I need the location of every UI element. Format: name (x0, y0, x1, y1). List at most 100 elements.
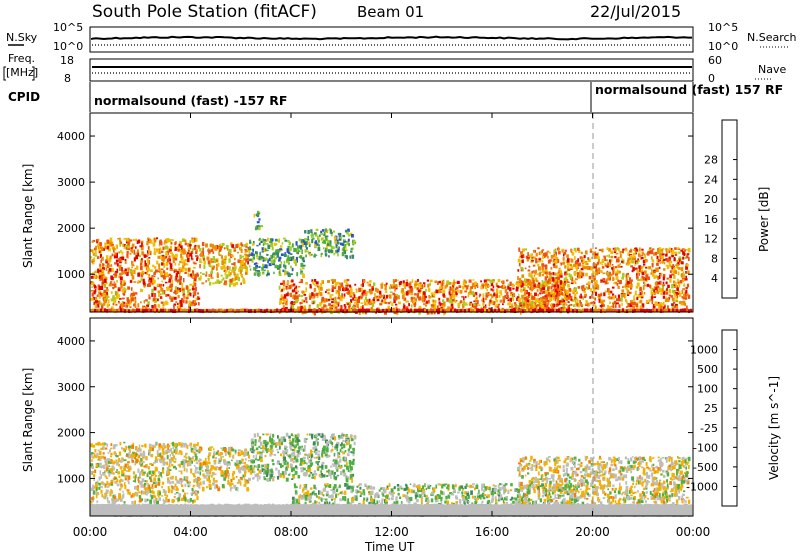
echo-cell (675, 264, 678, 266)
echo-cell (155, 456, 158, 461)
echo-cell (614, 281, 617, 285)
echo-cell (283, 294, 287, 299)
echo-cell (147, 267, 150, 272)
echo-cell (314, 308, 317, 313)
echo-cell (102, 279, 105, 283)
echo-cell (624, 284, 628, 288)
echo-cell (393, 285, 396, 289)
echo-cell (119, 256, 122, 259)
echo-cell (110, 490, 113, 494)
echo-cell (574, 256, 576, 260)
echo-cell (600, 309, 603, 313)
echo-cell (135, 459, 139, 464)
echo-cell (146, 487, 150, 492)
echo-cell (594, 291, 597, 296)
echo-cell (300, 251, 303, 253)
echo-cell (580, 268, 584, 271)
echo-cell (142, 450, 145, 453)
echo-cell (102, 472, 106, 476)
echo-cell (127, 248, 130, 251)
echo-cell (91, 282, 94, 286)
echo-cell (119, 441, 122, 446)
echo-cell (585, 286, 588, 289)
echo-cell (545, 297, 549, 300)
echo-cell (108, 482, 111, 487)
echo-cell (138, 480, 141, 484)
echo-cell (304, 230, 307, 232)
echo-cell (365, 303, 368, 306)
echo-cell (94, 301, 98, 305)
beam-label: Beam 01 (357, 3, 424, 21)
echo-cell (593, 277, 596, 281)
echo-cell (271, 238, 274, 242)
echo-cell (108, 284, 112, 287)
echo-cell (243, 262, 246, 267)
echo-cell (552, 296, 555, 301)
echo-cell (113, 273, 116, 276)
echo-cell (128, 446, 131, 451)
echo-cell (346, 283, 349, 287)
echo-cell (118, 308, 121, 313)
echo-cell (436, 305, 439, 309)
echo-cell (411, 279, 414, 283)
echo-cell (678, 267, 681, 270)
echo-cell (191, 248, 194, 251)
echo-cell (298, 250, 301, 253)
echo-cell (301, 257, 305, 261)
echo-cell (146, 240, 149, 246)
echo-cell (522, 254, 525, 258)
echo-cell (192, 261, 196, 264)
echo-cell (466, 285, 469, 290)
echo-cell (635, 302, 638, 305)
echo-cell (143, 483, 146, 489)
echo-cell (265, 248, 267, 251)
echo-cell (635, 267, 638, 270)
echo-cell (541, 263, 545, 267)
echo-cell (330, 311, 333, 315)
echo-cell (594, 253, 598, 256)
echo-cell (112, 446, 116, 450)
echo-cell (91, 487, 94, 491)
echo-cell (146, 308, 149, 313)
echo-cell (220, 470, 224, 474)
echo-cell (158, 292, 161, 298)
echo-cell (586, 308, 589, 313)
echo-cell (217, 262, 220, 267)
echo-cell (604, 256, 606, 261)
echo-cell (541, 279, 544, 283)
echo-cell (110, 472, 114, 475)
echo-cell (110, 306, 114, 310)
echo-cell (153, 287, 157, 291)
echo-cell (423, 303, 426, 306)
echo-cell (189, 244, 192, 247)
echo-cell (483, 306, 486, 310)
echo-cell (630, 308, 633, 312)
echo-cell (660, 292, 663, 295)
echo-cell (165, 496, 168, 501)
echo-cell (463, 296, 465, 301)
echo-cell (90, 308, 93, 313)
echo-cell (369, 280, 372, 283)
echo-cell (528, 300, 531, 304)
echo-cell (150, 308, 153, 313)
echo-cell (118, 496, 121, 500)
echo-cell (557, 284, 560, 289)
echo-cell (591, 256, 594, 260)
echo-cell (349, 295, 353, 298)
echo-cell (328, 255, 330, 258)
echo-cell (187, 252, 190, 255)
echo-cell (342, 286, 344, 292)
echo-cell (95, 454, 98, 458)
echo-cell (139, 245, 143, 248)
echo-cell (442, 305, 445, 310)
echo-cell (233, 484, 237, 489)
echo-cell (548, 277, 552, 282)
echo-cell (243, 257, 246, 261)
echo-cell (160, 301, 163, 304)
echo-cell (118, 257, 122, 263)
echo-cell (627, 284, 629, 287)
echo-cell (541, 268, 544, 271)
echo-cell (139, 280, 141, 283)
echo-cell (347, 238, 350, 242)
echo-cell (148, 238, 151, 242)
